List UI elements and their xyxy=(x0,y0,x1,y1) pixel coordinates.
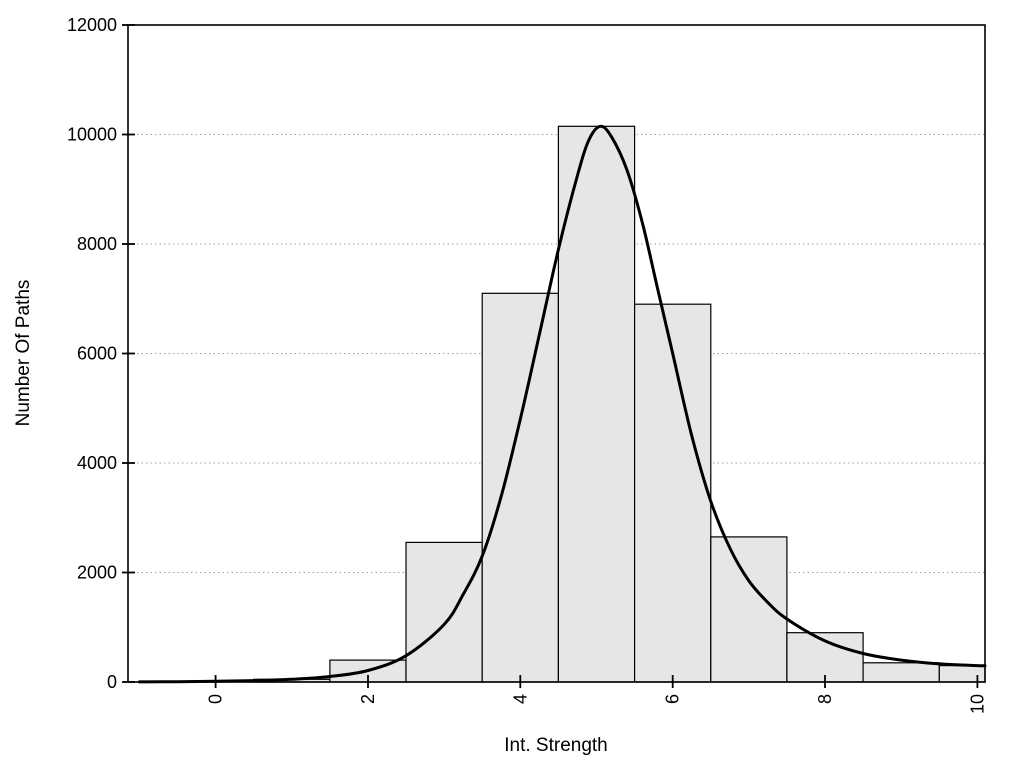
y-tick-label: 8000 xyxy=(77,234,117,254)
y-tick-label: 4000 xyxy=(77,453,117,473)
fit-curve-path xyxy=(137,124,987,684)
x-tick-label: 10 xyxy=(967,694,987,714)
plot-frame xyxy=(127,24,986,683)
y-tick-label: 0 xyxy=(107,672,117,692)
x-tick-label: 6 xyxy=(663,694,683,704)
x-axis-label: Int. Strength xyxy=(504,735,608,756)
y-tick-label: 2000 xyxy=(77,563,117,583)
y-axis-label: Number Of Paths xyxy=(13,280,34,427)
histogram-bars xyxy=(253,125,986,683)
tick-labels: 0 2 4 6 8 10 0 2000 4000 6000 8000 10000 12000 xyxy=(67,15,987,714)
histogram-bar xyxy=(481,292,560,683)
y-tick-label: 10000 xyxy=(67,125,117,145)
x-tick-label: 2 xyxy=(358,694,378,704)
fit-curve xyxy=(137,124,987,684)
y-tick-label: 6000 xyxy=(77,344,117,364)
x-tick-label: 8 xyxy=(815,694,835,704)
x-tick-label: 0 xyxy=(206,694,226,704)
histogram-bar xyxy=(405,541,483,683)
histogram-bar xyxy=(633,303,712,683)
axes xyxy=(122,24,986,688)
histogram-bar xyxy=(557,125,636,683)
x-tick-label: 4 xyxy=(510,694,530,704)
histogram-bar xyxy=(862,662,940,683)
y-tick-label: 12000 xyxy=(67,15,117,35)
